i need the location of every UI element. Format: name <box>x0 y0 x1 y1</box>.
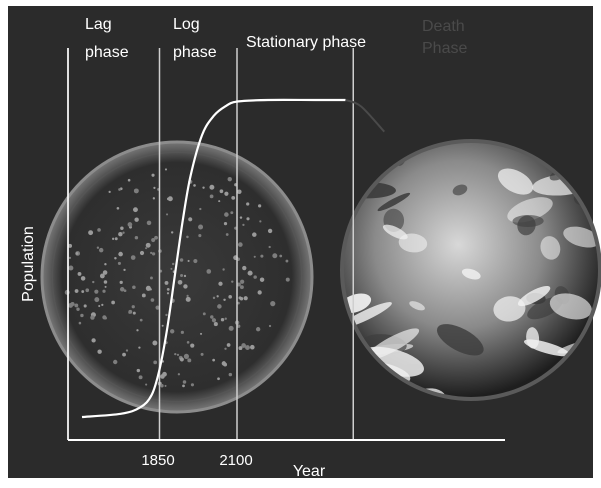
y-axis-title: Population <box>20 226 37 302</box>
phase-label-death-line1: Death <box>422 18 465 35</box>
phase-label-log-line2: phase <box>173 44 217 61</box>
phase-label-death-line2: Phase <box>422 40 467 57</box>
phase-label-lag-line1: Lag <box>85 16 112 33</box>
death-curve <box>345 99 385 133</box>
phase-label-log-line1: Log <box>173 16 200 33</box>
x-tick-label-1850: 1850 <box>141 452 174 469</box>
x-tick-label-2100: 2100 <box>219 452 252 469</box>
phase-label-lag-line2: phase <box>85 44 129 61</box>
growth-curve <box>81 98 346 419</box>
x-axis-title: Year <box>293 463 326 480</box>
phase-label-stationary: Stationary phase <box>246 34 366 51</box>
petri-dish-image <box>40 140 314 414</box>
